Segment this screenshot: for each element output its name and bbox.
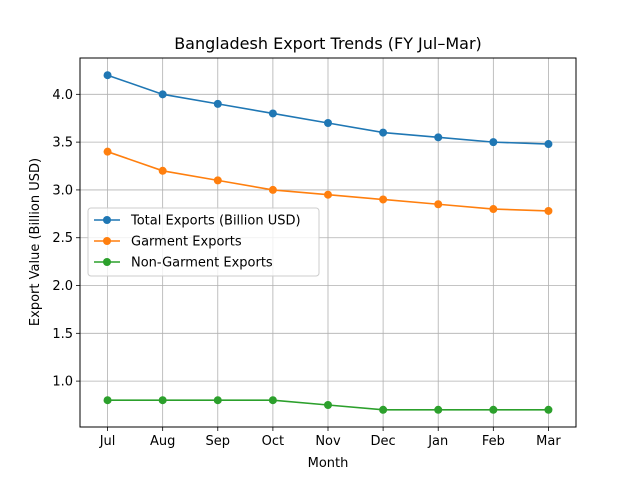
- data-point: [544, 405, 553, 414]
- legend-entry: Non-Garment Exports: [94, 256, 273, 271]
- data-point: [324, 190, 332, 199]
- x-tick-label: Feb: [482, 434, 505, 449]
- chart-title: Bangladesh Export Trends (FY Jul–Mar): [174, 34, 482, 53]
- x-tick-label: Oct: [262, 434, 284, 449]
- data-point: [544, 206, 553, 215]
- data-point: [213, 99, 222, 108]
- x-tick-label: Jul: [99, 434, 116, 449]
- legend-label: Garment Exports: [131, 235, 242, 250]
- x-axis: Jul Aug Sep Oct Nov Dec Jan Feb Mar: [99, 427, 561, 449]
- data-point: [489, 405, 498, 414]
- x-tick-label: Nov: [315, 434, 341, 449]
- grid-lines: [80, 58, 576, 427]
- y-tick-label: 2.0: [52, 279, 73, 294]
- data-point: [103, 71, 112, 80]
- legend-box: [87, 207, 320, 277]
- x-axis-label: Month: [308, 456, 349, 471]
- series-1: [103, 71, 553, 149]
- x-tick-label: Jan: [427, 434, 448, 449]
- series-2: [103, 147, 553, 215]
- x-tick-label: Mar: [536, 434, 561, 449]
- data-point: [268, 109, 277, 118]
- data-point: [434, 405, 443, 414]
- data-point: [103, 396, 112, 405]
- data-point: [268, 185, 277, 194]
- legend-label: Total Exports (Billion USD): [130, 214, 301, 229]
- data-point: [103, 147, 112, 156]
- data-point: [434, 133, 443, 142]
- y-tick-label: 3.0: [52, 183, 73, 198]
- data-point: [213, 176, 222, 185]
- data-point: [158, 396, 167, 405]
- series-layer: [103, 71, 553, 414]
- y-tick-label: 1.0: [52, 375, 73, 390]
- y-tick-label: 2.5: [52, 231, 73, 246]
- legend-marker: [103, 216, 111, 224]
- data-point: [544, 140, 553, 149]
- data-point: [158, 90, 167, 99]
- legend: Total Exports (Billion USD) Garment Expor…: [87, 207, 320, 277]
- data-point: [489, 138, 498, 147]
- data-point: [434, 200, 443, 209]
- legend-entry: Garment Exports: [94, 235, 242, 250]
- data-point: [213, 396, 222, 405]
- y-tick-label: 3.5: [52, 136, 73, 151]
- legend-entry: Total Exports (Billion USD): [94, 214, 301, 229]
- data-point: [379, 195, 388, 204]
- y-tick-label: 1.5: [52, 327, 73, 342]
- y-tick-label: 4.0: [52, 88, 73, 103]
- y-axis: 1.0 1.5 2.0 2.5 3.0 3.5 4.0: [52, 88, 80, 390]
- data-point: [379, 128, 388, 137]
- y-axis-label: Export Value (Billion USD): [28, 158, 43, 326]
- data-point: [158, 166, 167, 175]
- data-point: [489, 205, 498, 214]
- x-tick-label: Aug: [150, 434, 175, 449]
- legend-label: Non-Garment Exports: [131, 256, 273, 271]
- series-3: [103, 396, 553, 414]
- x-tick-label: Sep: [206, 434, 231, 449]
- data-point: [324, 119, 332, 128]
- legend-marker: [103, 237, 111, 245]
- legend-marker: [103, 258, 111, 266]
- data-point: [268, 396, 277, 405]
- data-point: [379, 405, 388, 414]
- data-point: [324, 401, 332, 410]
- x-tick-label: Dec: [371, 434, 396, 449]
